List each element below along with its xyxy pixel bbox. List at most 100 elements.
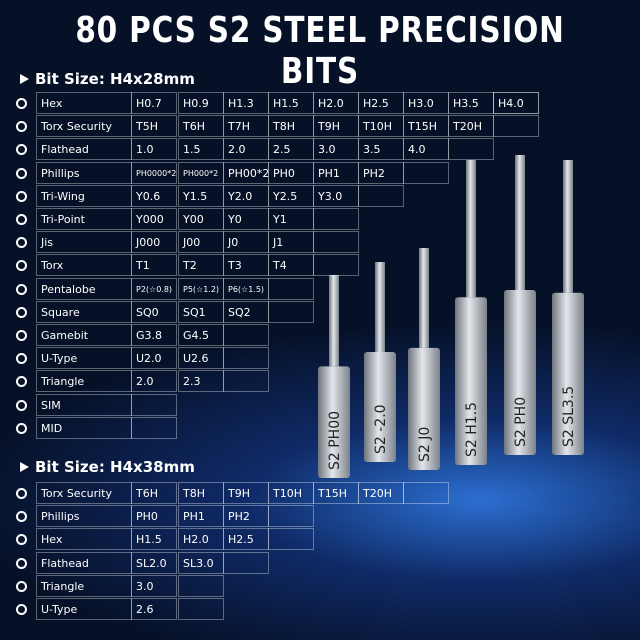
row-value: J000 — [131, 231, 177, 254]
empty-cell — [313, 231, 359, 254]
empty-cell — [131, 416, 177, 439]
empty-cell — [493, 115, 539, 138]
row-value: PH1 — [178, 505, 224, 528]
row-icon — [16, 399, 27, 411]
row-value: H2.5 — [223, 528, 269, 551]
row-value: PH000*2 — [178, 161, 224, 184]
row-value: SQ0 — [131, 300, 177, 323]
row-icon — [16, 604, 27, 615]
row-icon — [16, 167, 27, 179]
bit-label: S2 J0 — [417, 427, 433, 462]
bit-body — [552, 292, 584, 455]
row-icon — [16, 260, 27, 272]
row-value: H3.5 — [448, 92, 494, 114]
bit-shaft — [466, 160, 476, 298]
row-value: T3 — [223, 254, 269, 277]
title: 80 PCS S2 STEEL PRECISION BITS — [75, 10, 565, 92]
row-value: T20H — [448, 115, 494, 138]
row-value: 4.0 — [403, 138, 449, 161]
bit-label: S2 -2.0 — [373, 404, 389, 454]
row-value: PH2 — [358, 161, 404, 184]
row-value: H1.5 — [268, 92, 314, 114]
row-value: T9H — [313, 115, 359, 138]
bit-body — [504, 290, 536, 455]
row-value: T20H — [358, 482, 404, 504]
bit-label: S2 PH00 — [327, 411, 343, 470]
row-name: Hex — [36, 92, 132, 114]
row-value: H1.3 — [223, 92, 269, 114]
row-value: H4.0 — [493, 92, 539, 114]
bit-body — [455, 297, 487, 465]
row-name: Pentalobe — [36, 277, 132, 300]
row-name: Gamebit — [36, 324, 132, 346]
row-value: T10H — [358, 115, 404, 138]
row-value: 2.3 — [178, 370, 224, 393]
row-value: Y1.5 — [178, 184, 224, 207]
row-icon — [16, 511, 27, 523]
row-value: PH1 — [313, 161, 359, 184]
row-icon — [16, 557, 27, 569]
row-value: T4 — [268, 254, 314, 277]
row-icon — [16, 144, 27, 156]
row-name: Torx Security — [36, 482, 132, 504]
empty-cell — [403, 161, 449, 184]
empty-cell — [223, 347, 269, 370]
row-icon — [16, 237, 27, 249]
bit-shaft — [563, 160, 573, 293]
row-value: 3.5 — [358, 138, 404, 161]
row-value: U2.6 — [178, 347, 224, 370]
row-name: Phillips — [36, 505, 132, 528]
row-name: U-Type — [36, 347, 132, 370]
row-name: Hex — [36, 528, 132, 551]
row-value: T6H — [131, 482, 177, 504]
row-name: Jis — [36, 231, 132, 254]
row-value: 2.0 — [223, 138, 269, 161]
row-value: PH0 — [131, 505, 177, 528]
row-name: Triangle — [36, 574, 132, 597]
row-value: PH0000*2 — [131, 161, 177, 184]
row-name: Torx Security — [36, 115, 132, 138]
row-value: 1.0 — [131, 138, 177, 161]
empty-cell — [178, 574, 224, 597]
row-value: T10H — [268, 482, 314, 504]
bit-label: S2 PH0 — [513, 397, 529, 447]
empty-cell — [268, 277, 314, 300]
row-value: P2(☆0.8) — [131, 277, 177, 300]
empty-cell — [313, 208, 359, 230]
row-icon — [16, 121, 27, 133]
empty-cell — [223, 324, 269, 346]
row-name: MID — [36, 416, 132, 439]
row-value: H3.0 — [403, 92, 449, 114]
row-value: PH0 — [268, 161, 314, 184]
bit-body — [364, 352, 396, 462]
row-value: Y000 — [131, 208, 177, 230]
row-icon — [16, 306, 27, 318]
row-value: J1 — [268, 231, 314, 254]
row-icon — [16, 376, 27, 388]
empty-cell — [268, 528, 314, 551]
row-value: J00 — [178, 231, 224, 254]
row-name: Phillips — [36, 161, 132, 184]
bit-shaft — [329, 275, 339, 367]
row-value: H1.5 — [131, 528, 177, 551]
bit-shaft — [375, 262, 385, 352]
section-heading: Bit Size: H4x28mm — [20, 70, 195, 88]
row-value: T8H — [178, 482, 224, 504]
row-value: T5H — [131, 115, 177, 138]
row-value: T15H — [313, 482, 359, 504]
row-value: SL3.0 — [178, 551, 224, 574]
empty-cell — [448, 138, 494, 161]
row-value: Y3.0 — [313, 184, 359, 207]
row-value: G4.5 — [178, 324, 224, 346]
row-icon — [16, 98, 27, 109]
row-value: T2 — [178, 254, 224, 277]
empty-cell — [268, 505, 314, 528]
row-value: 3.0 — [131, 574, 177, 597]
row-value: U2.0 — [131, 347, 177, 370]
row-value: H0.9 — [178, 92, 224, 114]
row-value: T15H — [403, 115, 449, 138]
row-value: J0 — [223, 231, 269, 254]
row-value: Y00 — [178, 208, 224, 230]
row-name: SIM — [36, 393, 132, 416]
